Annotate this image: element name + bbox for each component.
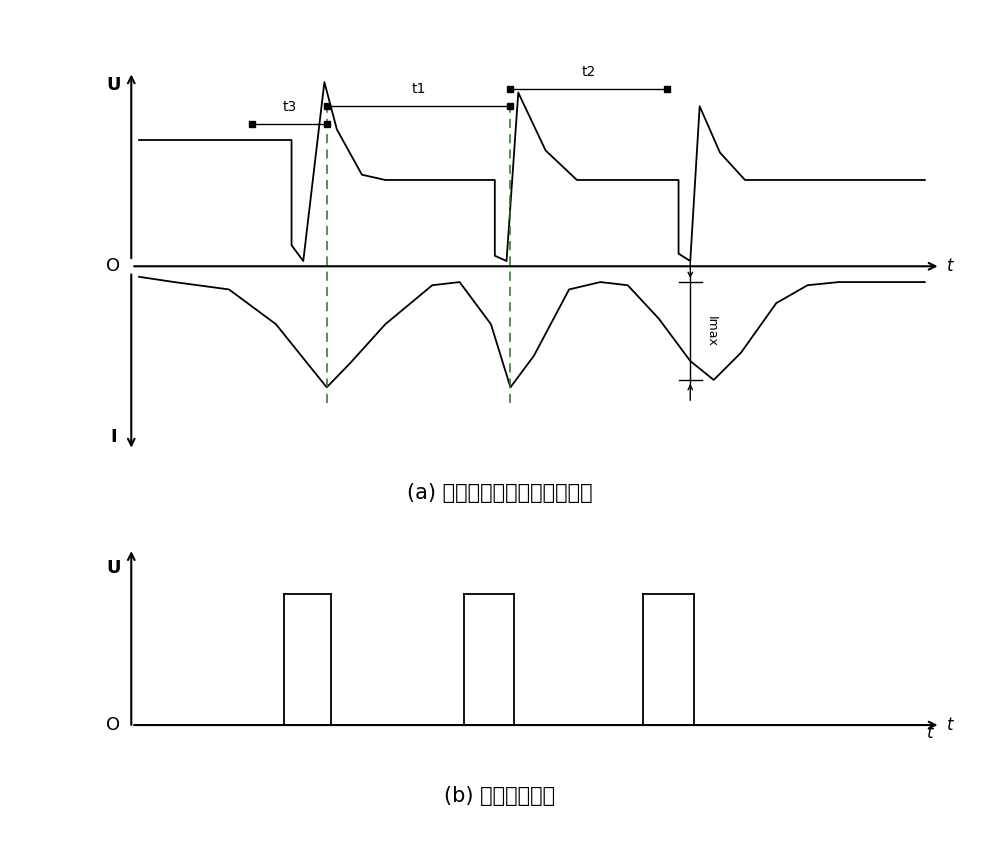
Text: t2: t2 [582, 65, 596, 79]
Text: t3: t3 [282, 99, 297, 114]
Text: (a) 电弧电压和电流动态波形图: (a) 电弧电压和电流动态波形图 [407, 482, 593, 503]
Text: I: I [110, 428, 117, 445]
Text: O: O [106, 716, 120, 734]
Text: U: U [106, 77, 121, 94]
Text: t: t [947, 258, 953, 275]
Text: t1: t1 [411, 82, 426, 96]
Text: t: t [927, 723, 933, 742]
Text: O: O [106, 258, 120, 275]
Text: Imax: Imax [704, 316, 717, 346]
Text: t: t [947, 716, 953, 734]
Text: U: U [106, 559, 121, 577]
Text: (b) 同步推力脉冲: (b) 同步推力脉冲 [444, 786, 556, 806]
